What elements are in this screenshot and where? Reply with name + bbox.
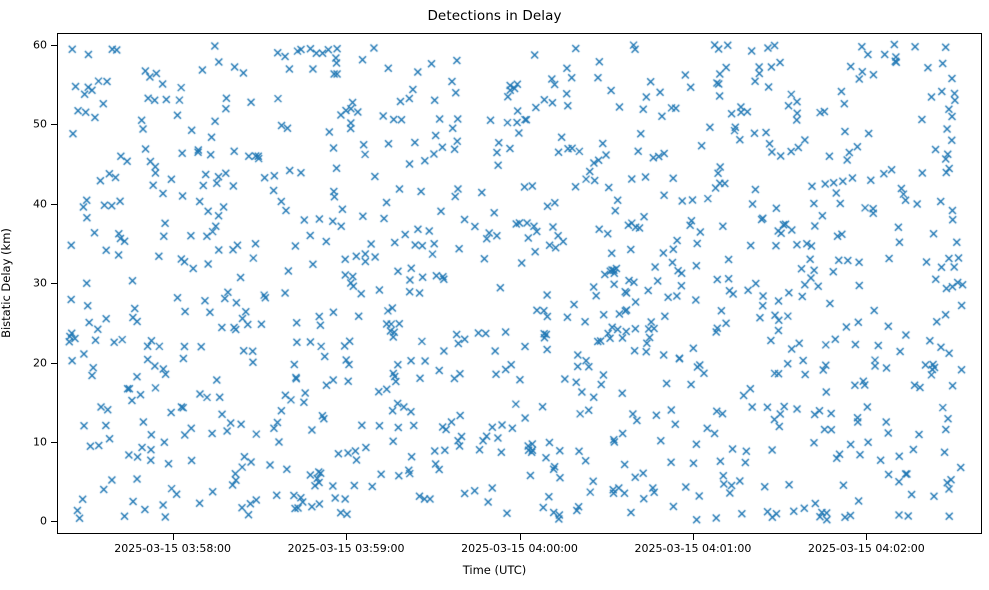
y-tick-label: 30: [33, 276, 47, 290]
x-tick-mark: [519, 534, 521, 540]
x-tick-label: 2025-03-15 04:01:00: [634, 542, 752, 555]
y-tick-label: 50: [33, 117, 47, 131]
x-tick-label: 2025-03-15 04:00:00: [461, 542, 578, 555]
x-axis-label: Time (UTC): [462, 563, 527, 577]
plot-area: [57, 33, 982, 534]
y-tick-label: 40: [33, 197, 47, 211]
y-axis-label: Bistatic Delay (km): [0, 228, 13, 338]
y-tick-label: 60: [33, 38, 47, 52]
x-tick-mark: [692, 534, 694, 540]
y-tick-label: 10: [33, 435, 47, 449]
y-tick-label: 20: [33, 356, 47, 369]
x-tick-label: 2025-03-15 04:02:00: [807, 542, 925, 555]
x-tick-mark: [866, 534, 868, 540]
page-title: Detections in Delay: [427, 8, 562, 24]
x-tick-label: 2025-03-15 03:58:00: [114, 542, 232, 555]
x-tick-mark: [346, 534, 348, 540]
scatter-points-layer: [58, 34, 981, 533]
x-tick-label: 2025-03-15 03:59:00: [287, 542, 405, 555]
x-tick-mark: [172, 534, 174, 540]
y-tick-label: 0: [40, 514, 47, 528]
